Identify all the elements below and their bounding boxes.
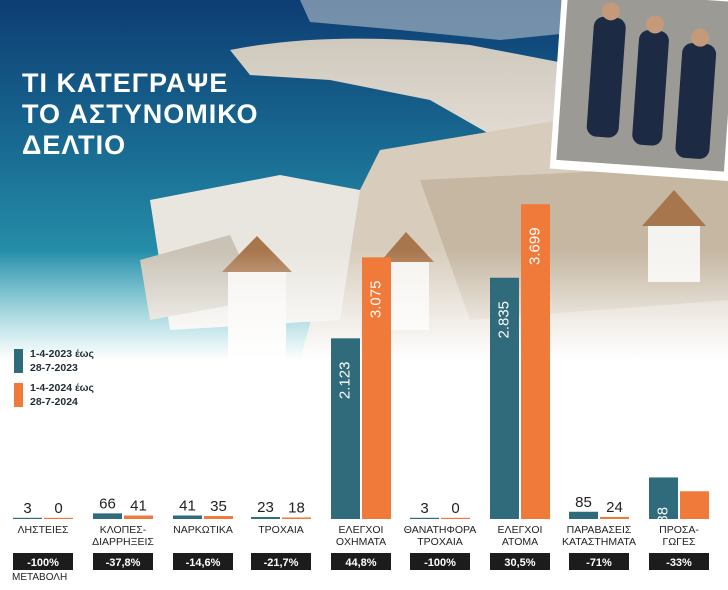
change-value-4: 44,8% [345, 557, 376, 569]
inset-police-photo [549, 0, 728, 182]
legend-label-2024-line-2: 28-7-2024 [30, 396, 78, 408]
change-value-5: -100% [424, 557, 456, 569]
category-label-7-line-1: ΠΑΡΑΒΑΣΕΙΣ [567, 524, 632, 536]
bar-value-label-2024-6: 3.699 [526, 227, 543, 265]
bar-2024-7 [600, 516, 629, 519]
bar-2023-6 [490, 277, 519, 519]
legend-swatch-2023 [14, 349, 23, 373]
bar-value-label-2023-2: 41 [179, 498, 196, 515]
category-label-1-line-2: ΔΙΑΡΡΗΞΕΙΣ [92, 536, 154, 548]
bar-value-label-2024-2: 35 [210, 498, 227, 515]
change-box-5 [410, 553, 470, 570]
change-box-6 [490, 553, 550, 570]
change-box-1 [93, 553, 153, 570]
change-row-label: ΜΕΤΑΒΟΛΗ [12, 572, 68, 583]
category-label-4-line-1: ΕΛΕΓΧΟΙ [339, 524, 384, 536]
bar-2023-8 [649, 477, 678, 519]
category-label-5-line-1: ΘΑΝΑΤΗΦΟΡΑ [404, 524, 477, 536]
change-box-0 [13, 553, 73, 570]
bar-2023-5 [410, 517, 439, 519]
change-value-6: 30,5% [504, 557, 535, 569]
legend-label-2023: 1-4-2023 έως 28-7-2023 [30, 347, 94, 375]
legend-swatch-2024 [14, 383, 23, 407]
bar-2024-0 [44, 517, 73, 519]
bar-chart: 3 0 ΛΗΣΤΕΙΕΣ -100% 66 41 ΚΛΟΠΕΣ-ΔΙΑΡΡΗΞΕΙΣ -37,… [13, 204, 709, 570]
category-label-6-line-1: ΕΛΕΓΧΟΙ [498, 524, 543, 536]
category-label-0-line-1: ΛΗΣΤΕΙΕΣ [18, 524, 69, 536]
title-line-3: ΔΕΛΤΙΟ [22, 130, 127, 160]
bar-2023-3 [251, 517, 280, 519]
bar-value-label-2023-0: 3 [23, 500, 31, 517]
bar-2024-1 [124, 515, 153, 519]
bar-value-label-2024-4: 3.075 [367, 281, 384, 319]
category-label-2-line-1: ΝΑΡΚΩΤΙΚΑ [173, 524, 233, 536]
category-label-4-line-2: ΟΧΗΜΑΤΑ [336, 536, 386, 548]
bar-2024-4 [362, 257, 391, 519]
category-label-6-line-2: ΑΤΟΜΑ [502, 536, 538, 548]
bar-value-label-2024-0: 0 [54, 500, 62, 517]
bar-2024-2 [204, 516, 233, 519]
bar-2024-6 [521, 204, 550, 520]
bar-2023-2 [173, 515, 202, 519]
bar-value-label-2023-3: 23 [257, 499, 274, 516]
bar-value-label-2024-3: 18 [288, 499, 305, 516]
bar-2024-3 [282, 517, 311, 519]
legend-label-2024: 1-4-2024 έως 28-7-2024 [30, 381, 94, 409]
category-label-3-line-1: ΤΡΟΧΑΙΑ [258, 524, 304, 536]
bar-value-label-2024-5: 0 [451, 500, 459, 517]
bar-value-label-2023-7: 85 [575, 494, 592, 511]
bar-2023-4 [331, 338, 360, 519]
change-box-7 [569, 553, 629, 570]
bar-value-label-2023-6: 2.835 [495, 301, 512, 339]
change-box-2 [173, 553, 233, 570]
category-label-5-line-2: ΤΡΟΧΑΙΑ [417, 536, 463, 548]
page-title: ΤΙ ΚΑΤΕΓΡΑΨΕ ΤΟ ΑΣΤΥΝΟΜΙΚΟ ΔΕΛΤΙΟ [22, 68, 258, 161]
bar-2023-7 [569, 511, 598, 519]
bar-value-label-2024-1: 41 [130, 498, 147, 515]
legend-label-2023-line-1: 1-4-2023 έως [30, 348, 95, 360]
legend-label-2023-line-2: 28-7-2023 [30, 362, 78, 374]
change-value-0: -100% [27, 557, 59, 569]
bar-value-label-2023-5: 3 [420, 500, 428, 517]
change-value-3: -21,7% [264, 557, 299, 569]
bar-value-label-2024-8: 326 [685, 521, 702, 546]
bar-value-label-2023-4: 2.123 [336, 362, 353, 400]
change-value-7: -71% [586, 557, 612, 569]
legend-label-2024-line-1: 1-4-2024 έως [30, 382, 95, 394]
category-label-8-line-1: ΠΡΟΣΑ- [659, 524, 699, 536]
change-box-8 [649, 553, 709, 570]
bar-2023-1 [93, 513, 122, 519]
bar-value-label-2024-7: 24 [606, 499, 623, 516]
change-box-3 [251, 553, 311, 570]
category-label-1-line-1: ΚΛΟΠΕΣ- [100, 524, 147, 536]
change-value-2: -14,6% [186, 557, 221, 569]
bar-value-label-2023-8: 488 [654, 507, 671, 532]
bar-2023-0 [13, 517, 42, 519]
title-line-2: ΤΟ ΑΣΤΥΝΟΜΙΚΟ [22, 99, 259, 129]
change-value-1: -37,8% [106, 557, 141, 569]
category-label-8-line-2: ΓΩΓΕΣ [663, 536, 696, 548]
category-label-7-line-2: ΚΑΤΑΣΤΗΜΑΤΑ [562, 536, 636, 548]
title-line-1: ΤΙ ΚΑΤΕΓΡΑΨΕ [22, 68, 229, 98]
bar-value-label-2023-1: 66 [99, 495, 116, 512]
change-value-8: -33% [666, 557, 692, 569]
bar-2024-8 [680, 491, 709, 519]
change-box-4 [331, 553, 391, 570]
bar-2024-5 [441, 517, 470, 519]
